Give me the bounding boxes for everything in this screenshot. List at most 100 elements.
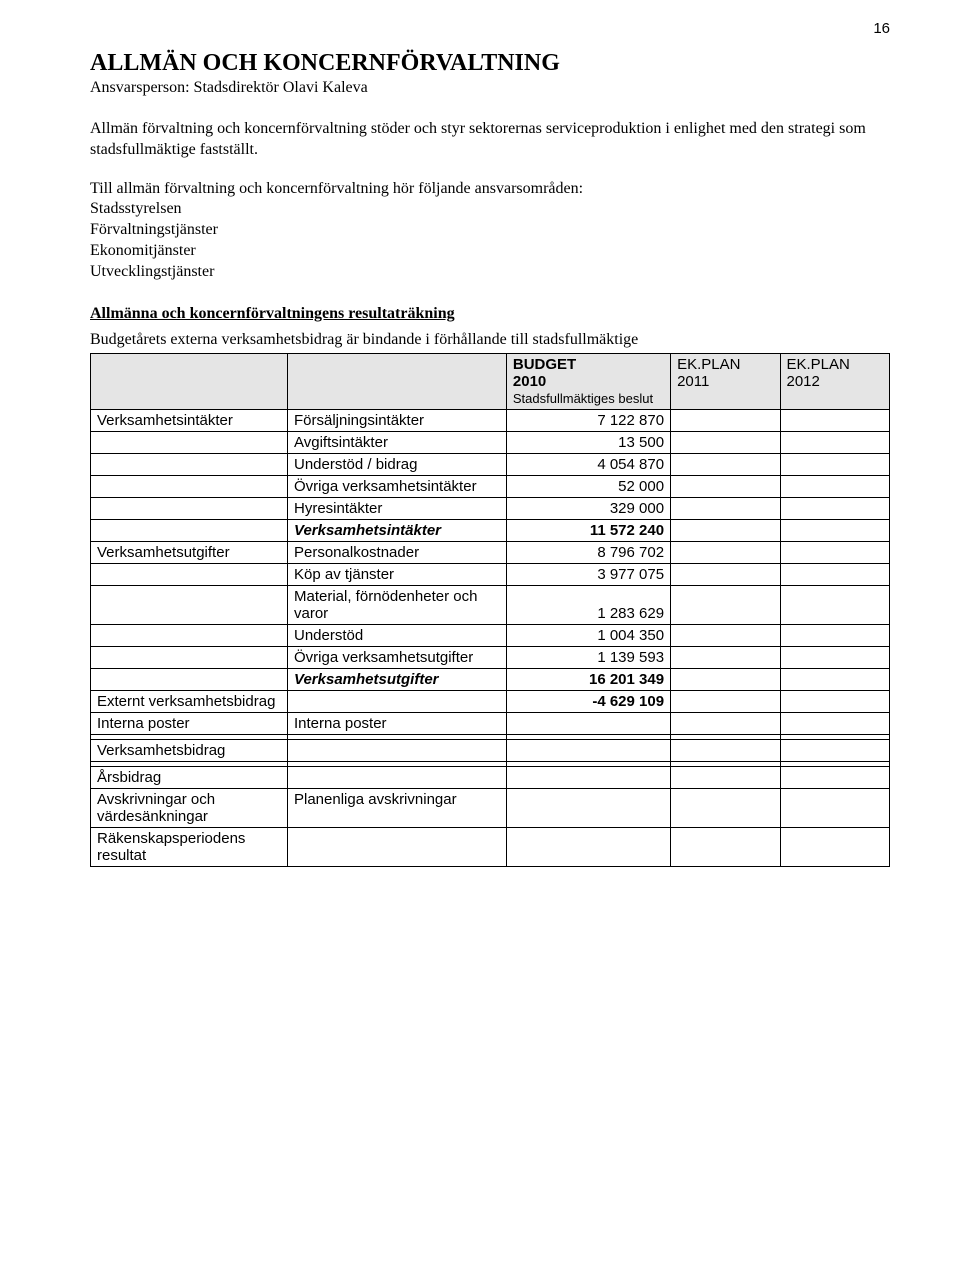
cell: Försäljningsintäkter xyxy=(288,409,507,431)
table-row: Understöd / bidrag 4 054 870 xyxy=(91,453,890,475)
cell xyxy=(671,788,780,827)
cell xyxy=(671,541,780,563)
table-row: Räkenskapsperiodens resultat xyxy=(91,827,890,866)
cell xyxy=(91,668,288,690)
cell xyxy=(506,827,670,866)
cell: 1 283 629 xyxy=(506,585,670,624)
cell: Avskrivningar och värdesänkningar xyxy=(91,788,288,827)
table-row: Verksamhetsutgifter 16 201 349 xyxy=(91,668,890,690)
page-title: ALLMÄN OCH KONCERNFÖRVALTNING xyxy=(90,50,890,77)
cell: Årsbidrag xyxy=(91,766,288,788)
cell: 3 977 075 xyxy=(506,563,670,585)
cell: 8 796 702 xyxy=(506,541,670,563)
cell xyxy=(671,409,780,431)
table-row: Övriga verksamhetsintäkter 52 000 xyxy=(91,475,890,497)
cell xyxy=(780,475,890,497)
cell xyxy=(780,585,890,624)
cell xyxy=(671,690,780,712)
cell xyxy=(671,668,780,690)
cell: 4 054 870 xyxy=(506,453,670,475)
cell: Verksamhetsutgifter xyxy=(91,541,288,563)
cell xyxy=(91,563,288,585)
cell xyxy=(671,563,780,585)
cell: 11 572 240 xyxy=(506,519,670,541)
cell xyxy=(671,827,780,866)
plan2-label: EK.PLAN xyxy=(787,356,850,373)
cell: 1 139 593 xyxy=(506,646,670,668)
cell xyxy=(91,519,288,541)
cell xyxy=(780,541,890,563)
section-heading: Allmänna och koncernförvaltningens resul… xyxy=(90,305,890,323)
cell: Interna poster xyxy=(288,712,507,734)
cell xyxy=(780,453,890,475)
cell: 7 122 870 xyxy=(506,409,670,431)
cell: Verksamhetsbidrag xyxy=(91,739,288,761)
cell xyxy=(506,788,670,827)
cell: 329 000 xyxy=(506,497,670,519)
cell: -4 629 109 xyxy=(506,690,670,712)
plan2-year: 2012 xyxy=(787,373,820,390)
cell xyxy=(671,431,780,453)
cell xyxy=(671,646,780,668)
cell: Material, förnödenheter och varor xyxy=(288,585,507,624)
cell xyxy=(671,585,780,624)
cell: Övriga verksamhetsutgifter xyxy=(288,646,507,668)
cell: 13 500 xyxy=(506,431,670,453)
table-row: Övriga verksamhetsutgifter 1 139 593 xyxy=(91,646,890,668)
cell xyxy=(780,690,890,712)
cell: 16 201 349 xyxy=(506,668,670,690)
cell: 52 000 xyxy=(506,475,670,497)
header-plan2: EK.PLAN 2012 xyxy=(780,353,890,409)
plan1-label: EK.PLAN xyxy=(677,356,740,373)
cell xyxy=(671,766,780,788)
page: 16 ALLMÄN OCH KONCERNFÖRVALTNING Ansvars… xyxy=(0,0,960,1280)
table-row: Hyresintäkter 329 000 xyxy=(91,497,890,519)
cell xyxy=(780,668,890,690)
cell: Hyresintäkter xyxy=(288,497,507,519)
cell: Verksamhetsintäkter xyxy=(91,409,288,431)
cell xyxy=(780,788,890,827)
cell: Övriga verksamhetsintäkter xyxy=(288,475,507,497)
cell: Understöd xyxy=(288,624,507,646)
cell xyxy=(780,827,890,866)
budget-sub: Stadsfullmäktiges beslut xyxy=(513,391,653,406)
list-item: Stadsstyrelsen xyxy=(90,199,890,220)
cell xyxy=(671,624,780,646)
cell: 1 004 350 xyxy=(506,624,670,646)
cell: Räkenskapsperiodens resultat xyxy=(91,827,288,866)
cell xyxy=(288,827,507,866)
header-budget: BUDGET 2010 Stadsfullmäktiges beslut xyxy=(506,353,670,409)
table-row: Understöd 1 004 350 xyxy=(91,624,890,646)
budget-year: 2010 xyxy=(513,373,546,390)
cell xyxy=(780,646,890,668)
cell xyxy=(780,712,890,734)
table-header-row: BUDGET 2010 Stadsfullmäktiges beslut EK.… xyxy=(91,353,890,409)
cell xyxy=(780,497,890,519)
cell xyxy=(671,453,780,475)
cell xyxy=(506,712,670,734)
cell xyxy=(780,563,890,585)
cell xyxy=(780,739,890,761)
header-plan1: EK.PLAN 2011 xyxy=(671,353,780,409)
cell: Verksamhetsutgifter xyxy=(288,668,507,690)
cell xyxy=(91,431,288,453)
cell xyxy=(780,624,890,646)
binding-text: Budgetårets externa verksamhetsbidrag är… xyxy=(90,331,890,349)
cell xyxy=(780,431,890,453)
cell xyxy=(671,739,780,761)
cell: Planenliga avskrivningar xyxy=(288,788,507,827)
cell xyxy=(671,519,780,541)
table-row: Interna poster Interna poster xyxy=(91,712,890,734)
cell xyxy=(91,475,288,497)
table-row: Verksamhetsbidrag xyxy=(91,739,890,761)
cell xyxy=(506,766,670,788)
cell xyxy=(288,766,507,788)
list-item: Förvaltningstjänster xyxy=(90,220,890,241)
cell xyxy=(780,409,890,431)
table-row: Externt verksamhetsbidrag -4 629 109 xyxy=(91,690,890,712)
table-row: Årsbidrag xyxy=(91,766,890,788)
responsibility-list: Till allmän förvaltning och koncernförva… xyxy=(90,179,890,283)
cell xyxy=(91,453,288,475)
table-row: Avskrivningar och värdesänkningar Planen… xyxy=(91,788,890,827)
intro-paragraph: Allmän förvaltning och koncernförvaltnin… xyxy=(90,119,890,161)
